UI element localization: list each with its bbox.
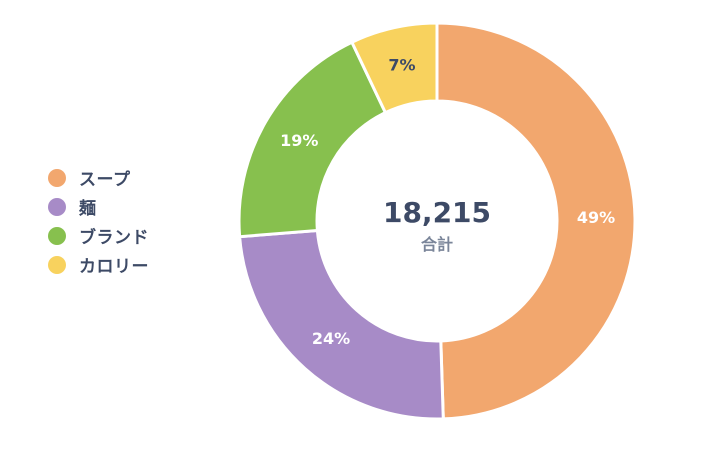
slice-calorie	[349, 21, 439, 115]
legend-label: 麺	[79, 199, 97, 219]
slice-label-noodles: 24%	[312, 329, 350, 348]
legend-swatch	[48, 226, 66, 245]
legend-label: スープ	[79, 170, 131, 190]
legend-item-noodles: 麺	[48, 195, 149, 219]
slice-soup	[435, 21, 637, 421]
slice-label-soup: 49%	[577, 208, 615, 227]
slice-label-calorie: 7%	[388, 55, 415, 74]
legend-label: カロリー	[79, 257, 149, 277]
legend-item-calorie: カロリー	[48, 253, 149, 277]
center-label: 合計	[421, 235, 453, 254]
slice-noodles	[238, 228, 445, 421]
legend-swatch	[48, 255, 66, 274]
legend-item-soup: スープ	[48, 166, 149, 190]
slice-label-brand: 19%	[280, 131, 318, 150]
legend-swatch	[48, 197, 66, 216]
legend: スープ麺ブランドカロリー	[48, 166, 149, 277]
slice-brand	[237, 40, 388, 239]
slices-group	[237, 21, 637, 421]
labels-group: 49% 24% 19% 7%	[280, 55, 615, 348]
center-total: 18,215	[383, 196, 491, 229]
legend-label: ブランド	[79, 228, 149, 248]
legend-swatch	[48, 168, 66, 187]
legend-item-brand: ブランド	[48, 224, 149, 248]
